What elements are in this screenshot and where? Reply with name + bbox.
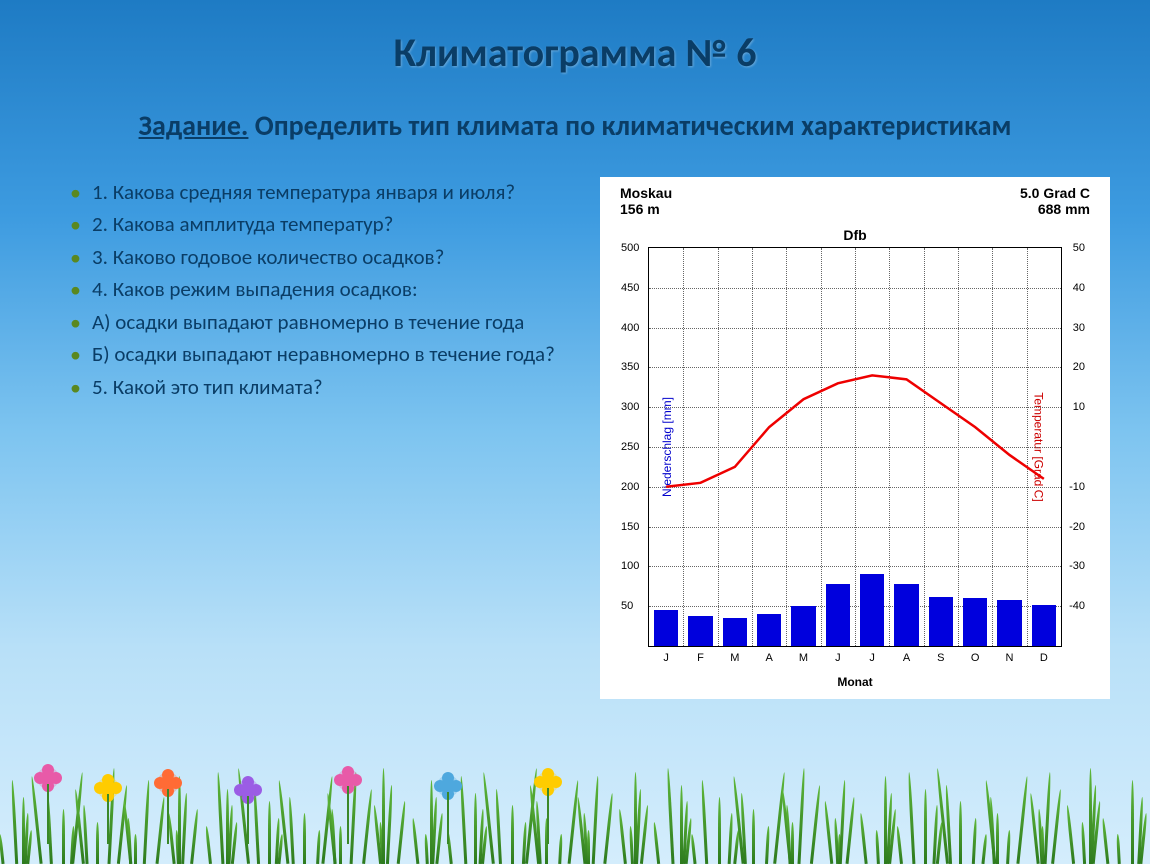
y1-tick: 300 xyxy=(621,401,639,413)
question-item: А) осадки выпадают равномерно в течение … xyxy=(70,307,580,337)
y1-tick: 250 xyxy=(621,441,639,453)
flower-icon xyxy=(440,778,456,844)
slide: Климатограмма № 6 Задание. Определить ти… xyxy=(0,0,1150,864)
x-tick: N xyxy=(1006,652,1014,664)
x-tick: J xyxy=(835,652,841,664)
station-elevation: 156 m xyxy=(620,201,672,217)
x-axis-label: Monat xyxy=(610,675,1100,689)
y2-tick: -40 xyxy=(1069,600,1085,612)
x-tick: A xyxy=(765,652,772,664)
climograph: Moskau 156 m 5.0 Grad C 688 mm Dfb Niede… xyxy=(600,177,1110,699)
mean-temp: 5.0 Grad C xyxy=(1020,185,1090,201)
question-item: 1. Какова средняя температура января и и… xyxy=(70,177,580,207)
question-item: 3. Каково годовое количество осадков? xyxy=(70,242,580,272)
y2-tick: 50 xyxy=(1073,242,1085,254)
y2-tick: 40 xyxy=(1073,282,1085,294)
question-item: 5. Какой это тип климата? xyxy=(70,372,580,402)
y1-tick: 350 xyxy=(621,361,639,373)
flower-icon xyxy=(40,770,56,844)
x-tick: J xyxy=(663,652,669,664)
x-tick: D xyxy=(1040,652,1048,664)
question-item: 4. Каков режим выпадения осадков: xyxy=(70,274,580,304)
y2-tick: 20 xyxy=(1073,361,1085,373)
task-label: Задание. xyxy=(139,108,249,143)
y1-tick: 150 xyxy=(621,521,639,533)
slide-title: Климатограмма № 6 xyxy=(40,28,1110,77)
station-name: Moskau xyxy=(620,185,672,201)
flower-icon xyxy=(240,782,256,844)
y2-tick: -10 xyxy=(1069,481,1085,493)
grass-decoration xyxy=(0,744,1150,864)
x-tick: A xyxy=(903,652,910,664)
y2-tick: 10 xyxy=(1073,401,1085,413)
y1-tick: 100 xyxy=(621,560,639,572)
koppen-code: Dfb xyxy=(610,227,1100,243)
flower-icon xyxy=(340,772,356,844)
slide-subtitle: Задание. Определить тип климата по клима… xyxy=(40,105,1110,147)
x-tick: M xyxy=(799,652,808,664)
question-item: Б) осадки выпадают неравномерно в течени… xyxy=(70,339,580,369)
content-row: 1. Какова средняя температура января и и… xyxy=(40,177,1110,699)
y1-tick: 400 xyxy=(621,322,639,334)
subtitle-text: Определить тип климата по климатическим … xyxy=(248,108,1011,143)
temp-line xyxy=(666,375,1044,486)
x-tick: S xyxy=(937,652,944,664)
y1-tick: 450 xyxy=(621,282,639,294)
x-tick: F xyxy=(697,652,704,664)
flower-icon xyxy=(100,780,116,844)
x-tick: M xyxy=(730,652,739,664)
plot-area: Niederschlag [mm] Temperatur [Grad C] 50… xyxy=(648,247,1062,647)
y2-tick: 30 xyxy=(1073,322,1085,334)
chart-header: Moskau 156 m 5.0 Grad C 688 mm xyxy=(610,185,1100,217)
flower-icon xyxy=(540,774,556,844)
y1-tick: 500 xyxy=(621,242,639,254)
y1-tick: 50 xyxy=(621,600,633,612)
x-tick: J xyxy=(869,652,875,664)
y2-tick: -20 xyxy=(1069,521,1085,533)
y2-tick: -30 xyxy=(1069,560,1085,572)
question-list: 1. Какова средняя температура января и и… xyxy=(40,177,580,699)
annual-precip: 688 mm xyxy=(1020,201,1090,217)
question-item: 2. Какова амплитуда температур? xyxy=(70,209,580,239)
x-tick: O xyxy=(971,652,980,664)
y1-tick: 200 xyxy=(621,481,639,493)
flower-icon xyxy=(160,775,176,844)
